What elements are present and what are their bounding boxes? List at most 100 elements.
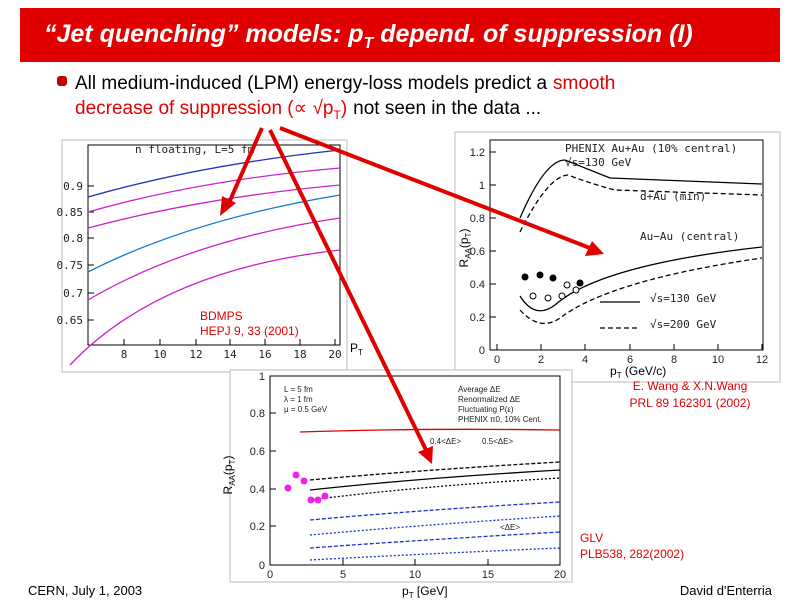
curve: [309, 515, 561, 536]
figure-frame: [229, 369, 573, 583]
figure-caption: PLB538, 282(2002): [580, 547, 684, 561]
legend-text: <ΔE>: [500, 523, 520, 532]
x-tick-label: 6: [627, 354, 633, 366]
bullet-text: All medium-induced (LPM) energy-loss mod…: [75, 73, 547, 94]
figure-caption: GLV: [580, 531, 603, 545]
marker: [563, 281, 571, 289]
marker: [576, 279, 584, 287]
y-tick-label: 0.6: [470, 246, 485, 258]
y-tick-label: 0.65: [57, 314, 84, 327]
curve: [87, 194, 341, 273]
x-tick-label: 10: [153, 348, 166, 361]
y-tick-label: 0.6: [250, 446, 265, 458]
marker: [321, 492, 329, 500]
curve: [519, 174, 763, 233]
y-tick-label: 1.2: [470, 147, 485, 159]
x-axis-label: pT [GeV]: [402, 584, 448, 600]
legend-text: Au−Au (central): [640, 230, 739, 243]
label-part: T: [409, 591, 414, 600]
curve: [309, 477, 561, 501]
y-tick-label: 0: [479, 345, 485, 357]
y-axis-label: RAA(pT): [221, 456, 237, 495]
x-tick-label: 20: [328, 348, 341, 361]
y-tick-label: 1: [479, 180, 485, 192]
y-axis-label: RAA(pT): [457, 229, 473, 268]
label-part: P: [350, 341, 358, 355]
label-part: R: [457, 258, 471, 267]
bullet-subscript: T: [333, 108, 341, 122]
curve: [519, 159, 763, 219]
figure-caption: BDMPS: [200, 309, 243, 323]
curve: [309, 501, 561, 521]
legend-text: 0.5<ΔE>: [482, 437, 513, 446]
legend-text: n floating, L=5 fm: [135, 143, 255, 156]
label-part: (p: [221, 464, 235, 475]
x-tick-label: 12: [189, 348, 202, 361]
label-part: T: [228, 459, 237, 464]
axes-box: [87, 144, 341, 346]
marker: [572, 286, 580, 294]
x-tick-label: 0: [494, 354, 500, 366]
marker: [314, 496, 322, 504]
y-tick-label: 0: [259, 560, 265, 572]
label-part: AA: [464, 247, 473, 258]
y-tick-label: 0.8: [250, 408, 265, 420]
curve: [69, 249, 341, 366]
curve: [309, 547, 561, 561]
title-part: depend. of suppression (I): [373, 20, 692, 48]
legend-text: Fluctuating P(ε): [458, 405, 514, 414]
curve: [299, 428, 561, 433]
label-part: AA: [228, 474, 237, 485]
label-part: (GeV/c): [622, 364, 667, 378]
footer-right: David d'Enterria: [680, 583, 773, 598]
legend-text: L = 5 fm: [284, 385, 313, 394]
y-tick-label: 1: [259, 371, 265, 383]
marker: [544, 294, 552, 302]
x-tick-label: 5: [340, 569, 346, 581]
arrow-line: [268, 129, 428, 451]
marker: [284, 484, 292, 492]
x-tick-label: 16: [258, 348, 271, 361]
footer-left: CERN, July 1, 2003: [28, 583, 142, 598]
label-part: p: [610, 364, 617, 378]
legend-text: Renormalized ΔE: [458, 395, 520, 404]
curve: [87, 217, 341, 301]
x-tick-label: 4: [582, 354, 588, 366]
figure-caption: E. Wang & X.N.Wang: [633, 379, 748, 393]
marker: [549, 274, 557, 282]
label-part: ): [221, 456, 235, 460]
x-tick-label: 10: [712, 354, 724, 366]
curve: [519, 257, 763, 325]
legend-text: √s=130 GeV: [565, 156, 632, 169]
y-tick-label: 0.85: [57, 206, 84, 219]
marker: [558, 292, 566, 300]
bullet-text: not seen in the data ...: [353, 98, 541, 119]
title-bar: [20, 8, 780, 62]
y-tick-label: 0.75: [57, 259, 84, 272]
x-tick-label: 10: [409, 569, 421, 581]
x-tick-label: 20: [554, 569, 566, 581]
bullet-icon: [57, 76, 67, 86]
title-part: “Jet quenching” models: p: [44, 20, 363, 48]
bullet-line: decrease of suppression (∝ √pT) not seen …: [75, 98, 541, 122]
bullet-highlight: decrease of suppression (∝ √p: [75, 98, 333, 119]
figures: 0.90.850.80.750.70.658 10 12 14 16 18 20 PTn fl…: [57, 131, 781, 600]
label-part: T: [617, 371, 622, 380]
arrows: [220, 126, 604, 464]
y-tick-label: 0.4: [470, 279, 485, 291]
axes-box: [489, 139, 764, 351]
legend-text: 0.4<ΔE>: [430, 437, 461, 446]
figure-caption: HEPJ 9, 33 (2001): [200, 324, 299, 338]
arrow-head: [220, 196, 236, 216]
arrow-line: [279, 126, 591, 250]
y-tick-label: 0.2: [250, 521, 265, 533]
slide-title: “Jet quenching” models: pT depend. of su…: [44, 20, 693, 52]
x-tick-label: 0: [267, 569, 273, 581]
label-part: (p: [457, 237, 471, 248]
figure-frame: [454, 131, 781, 383]
title-subscript: T: [363, 35, 374, 52]
label-part: ): [457, 229, 471, 233]
label-part: T: [358, 348, 363, 357]
